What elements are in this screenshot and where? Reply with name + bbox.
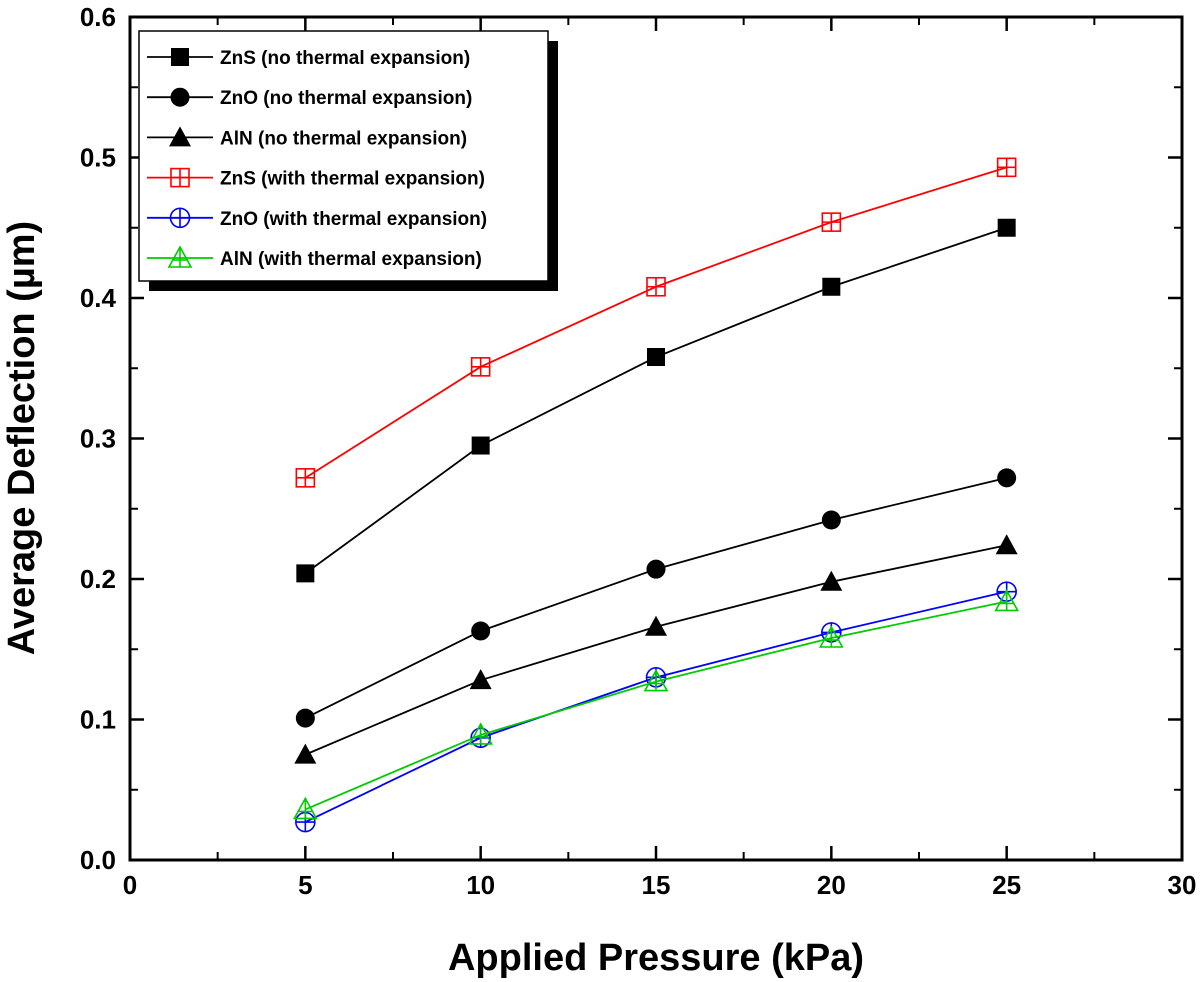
x-tick-label: 15 [642,870,671,900]
y-tick-label: 0.4 [80,283,117,313]
legend-label: ZnO (no thermal expansion) [220,88,472,109]
y-tick-label: 0.3 [80,424,116,454]
legend-label: ZnS (no thermal expansion) [220,48,470,69]
legend-marker [170,167,190,188]
legend-box [138,30,549,282]
data-point [821,510,841,530]
y-tick-label: 0.5 [80,143,116,173]
legend-label: AlN (with thermal expansion) [220,249,482,270]
legend-marker [167,245,193,268]
series-4 [295,157,1017,488]
y-tick-label: 0.2 [80,564,116,594]
y-axis-title: Average Deflection (µm) [1,221,43,655]
legend-item: ZnS (with thermal expansion) [147,167,485,190]
x-axis-title: Applied Pressure (kPa) [448,937,864,979]
series-1 [296,218,1016,583]
data-point [643,668,669,692]
data-point [997,468,1017,488]
data-point [295,468,316,488]
series-3 [294,534,1018,764]
y-tick-label: 0.0 [80,845,116,875]
x-tick-label: 10 [466,870,495,900]
data-point [996,157,1017,178]
data-point [995,534,1018,555]
data-point [821,212,842,232]
data-point [292,796,318,820]
x-tick-label: 20 [817,870,846,900]
legend: ZnS (no thermal expansion) ZnO (no therma… [138,30,558,291]
legend-marker [171,48,189,66]
data-point [645,615,667,636]
legend-item: AlN (no thermal expansion) [147,126,467,149]
legend-label: ZnO (with thermal expansion) [220,209,487,230]
y-tick-label: 0.6 [80,2,116,32]
x-tick-label: 5 [298,870,312,900]
plot-frame [128,15,1184,862]
data-point [820,570,843,591]
data-point [295,708,315,728]
legend-marker [170,87,190,107]
legend-marker [169,207,191,229]
x-tick-label: 0 [123,870,137,900]
legend-item: ZnS (no thermal expansion) [147,48,470,69]
data-point [468,722,494,745]
data-point [471,621,491,641]
axis-ticks: 0 5 10 15 20 25 30 0.0 0.1 0.2 0.3 0.4 0.5 0.6 [80,2,1197,900]
series-layer [292,157,1020,833]
legend-label: ZnS (with thermal expansion) [220,169,485,190]
x-tick-label: 25 [992,870,1021,900]
data-point [818,625,844,648]
data-point [646,276,666,297]
legend-label: AlN (no thermal expansion) [220,128,467,149]
data-point [822,277,841,296]
data-point [294,743,317,764]
legend-item: AlN (with thermal expansion) [147,245,482,270]
data-point [646,559,666,579]
data-point [469,669,492,690]
data-point [470,357,491,377]
series-2 [295,468,1017,728]
data-point [471,436,490,455]
data-point [994,588,1020,612]
legend-marker [169,126,191,147]
series-6 [292,588,1020,820]
legend-item: ZnO (with thermal expansion) [147,207,487,230]
data-point [997,218,1016,237]
x-tick-label: 30 [1168,870,1197,900]
legend-item: ZnO (no thermal expansion) [147,87,472,109]
y-tick-label: 0.1 [80,705,116,735]
data-point [296,564,315,583]
data-point [647,348,665,367]
